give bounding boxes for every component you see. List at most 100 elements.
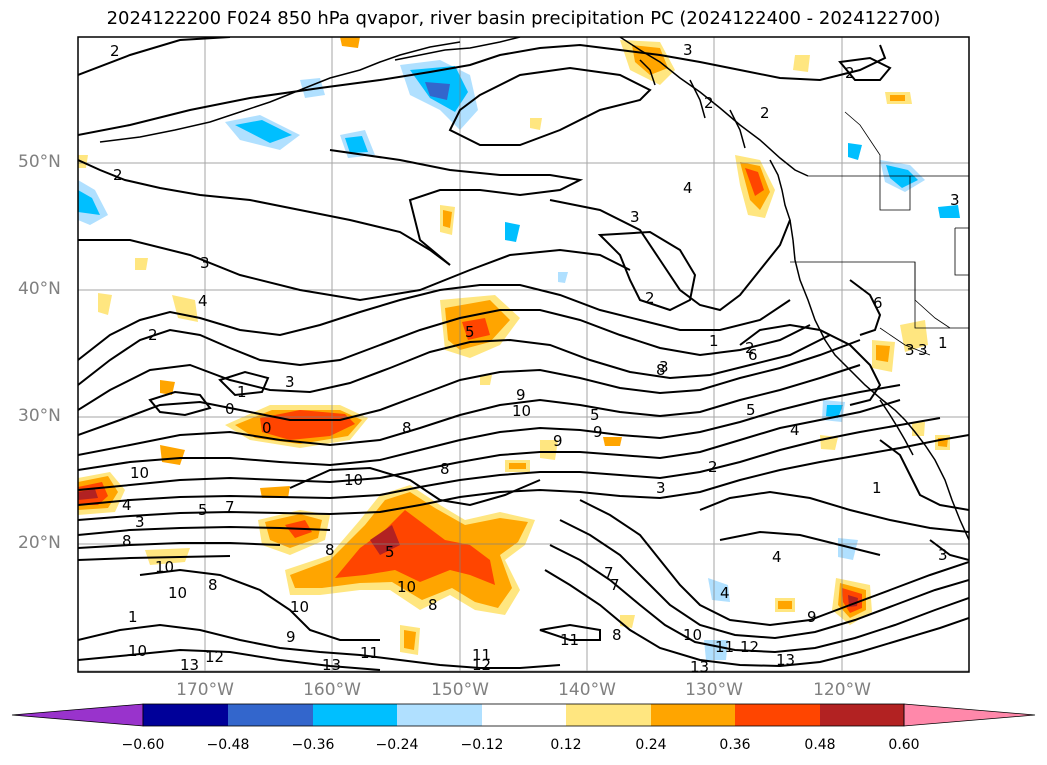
colorbar-tick-label: 0.48 — [804, 737, 836, 753]
contour-line — [218, 370, 270, 397]
colorbar-tick-label: 0.60 — [888, 737, 920, 753]
contour-label: 2 — [845, 64, 855, 82]
contour-label: 4 — [122, 496, 132, 514]
contour-line — [699, 490, 969, 533]
contour-label: 11 — [360, 644, 379, 662]
british-columbia-coast — [769, 159, 794, 241]
coastlines — [99, 37, 969, 541]
contour-label: 2 — [745, 339, 755, 357]
colorbar-tick-label: 0.36 — [719, 737, 751, 753]
contour-label: 11 — [472, 646, 491, 664]
contour-line — [78, 623, 561, 669]
map-title: 2024122200 F024 850 hPa qvapor, river ba… — [106, 8, 941, 29]
contour-label: 11 — [715, 638, 734, 656]
contour-line — [879, 439, 969, 511]
contour-line — [78, 43, 887, 136]
contour-line — [78, 417, 941, 506]
contour-label: 8 — [208, 576, 218, 594]
contour-label: 1 — [128, 608, 138, 626]
contour-line — [78, 309, 811, 386]
contour-line — [78, 399, 901, 491]
contour-label: 10 — [512, 402, 531, 420]
contour-label: 5 — [746, 401, 756, 419]
contour-label: 2 — [760, 104, 770, 122]
contour-labels: 2 2 2 3 4 3 2 3 3 2 4 3 2 2 3 2 1 0 0 5 … — [110, 41, 960, 674]
contour-label: 4 — [198, 292, 208, 310]
contour-label: 12 — [205, 648, 224, 666]
contour-label: 3 — [938, 546, 948, 564]
contour-label: 3 — [950, 191, 960, 209]
contour-line — [78, 334, 831, 411]
lat-label-40n: 40°N — [18, 279, 61, 299]
contour-line — [78, 239, 631, 302]
contour-label: 8 — [428, 596, 438, 614]
contour-label: 3 — [905, 341, 915, 359]
colorbar-bin — [820, 704, 904, 726]
contour-label: 9 — [553, 432, 563, 450]
contour-line — [78, 159, 451, 266]
contour-line — [544, 569, 969, 668]
contour-label: 3 — [630, 208, 640, 226]
contour-label: 10 — [155, 558, 174, 576]
contour-label: 7 — [225, 498, 235, 516]
contour-line — [838, 56, 892, 81]
contour-label: 2 — [110, 42, 120, 60]
contour-label: 1 — [872, 479, 882, 497]
contour-label: 3 — [656, 479, 666, 497]
contour-line — [559, 519, 969, 640]
contour-label: 8 — [612, 626, 622, 644]
contour-label: 4 — [772, 548, 782, 566]
contour-label: 1 — [938, 334, 948, 352]
colorbar-tick-label: −0.60 — [121, 737, 165, 753]
baja-coast — [879, 399, 914, 456]
contour-line — [549, 199, 791, 312]
contour-label: 7 — [604, 564, 614, 582]
colorbar-bin — [228, 704, 313, 726]
lon-label-160w: 160°W — [303, 680, 361, 700]
colorbar-tick-label: −0.24 — [375, 737, 419, 753]
contour-label: 10 — [168, 584, 187, 602]
contour-line — [139, 568, 380, 641]
contour-label: 2 — [645, 289, 655, 307]
contour-line — [78, 284, 791, 361]
contour-label: 10 — [290, 598, 309, 616]
contour-line — [549, 544, 969, 654]
contour-label: 2 — [113, 166, 123, 184]
contour-label: 12 — [740, 638, 759, 656]
colorbar-extend-min — [11, 703, 144, 727]
alaska-panhandle-coast — [619, 37, 809, 177]
contour-line — [148, 390, 212, 417]
contour-label: 13 — [776, 651, 795, 669]
contour-label: 10 — [397, 578, 416, 596]
contour-line — [929, 539, 969, 561]
contour-label: 2 — [148, 326, 158, 344]
contour-label: 5 — [465, 323, 475, 341]
contour-label: 3 — [135, 513, 145, 531]
contour-label: 9 — [516, 386, 526, 404]
colorbar-tick-label: 0.24 — [635, 737, 667, 753]
contour-label: 5 — [590, 406, 600, 424]
lat-label-30n: 30°N — [18, 406, 61, 426]
contour-line — [78, 37, 231, 76]
contour-line — [719, 530, 881, 556]
colorbar — [11, 703, 1036, 727]
colorbar-bin — [735, 704, 820, 726]
contour-line — [78, 525, 331, 536]
contour-label: 3 — [659, 358, 669, 376]
contour-label: 1 — [237, 383, 247, 401]
lon-label-120w: 120°W — [813, 680, 871, 700]
qvapor-contours — [78, 37, 969, 671]
contour-label: 8 — [122, 532, 132, 550]
lon-label-140w: 140°W — [558, 680, 616, 700]
contour-label: 10 — [683, 626, 702, 644]
contour-line — [78, 434, 969, 521]
contour-line — [539, 623, 601, 641]
contour-label: 10 — [344, 471, 363, 489]
lon-label-170w: 170°W — [176, 680, 234, 700]
contour-line — [78, 555, 231, 561]
contour-line — [289, 466, 541, 507]
contour-label: 12 — [472, 656, 491, 674]
contour-label: 13 — [322, 656, 341, 674]
lon-label-150w: 150°W — [431, 680, 489, 700]
